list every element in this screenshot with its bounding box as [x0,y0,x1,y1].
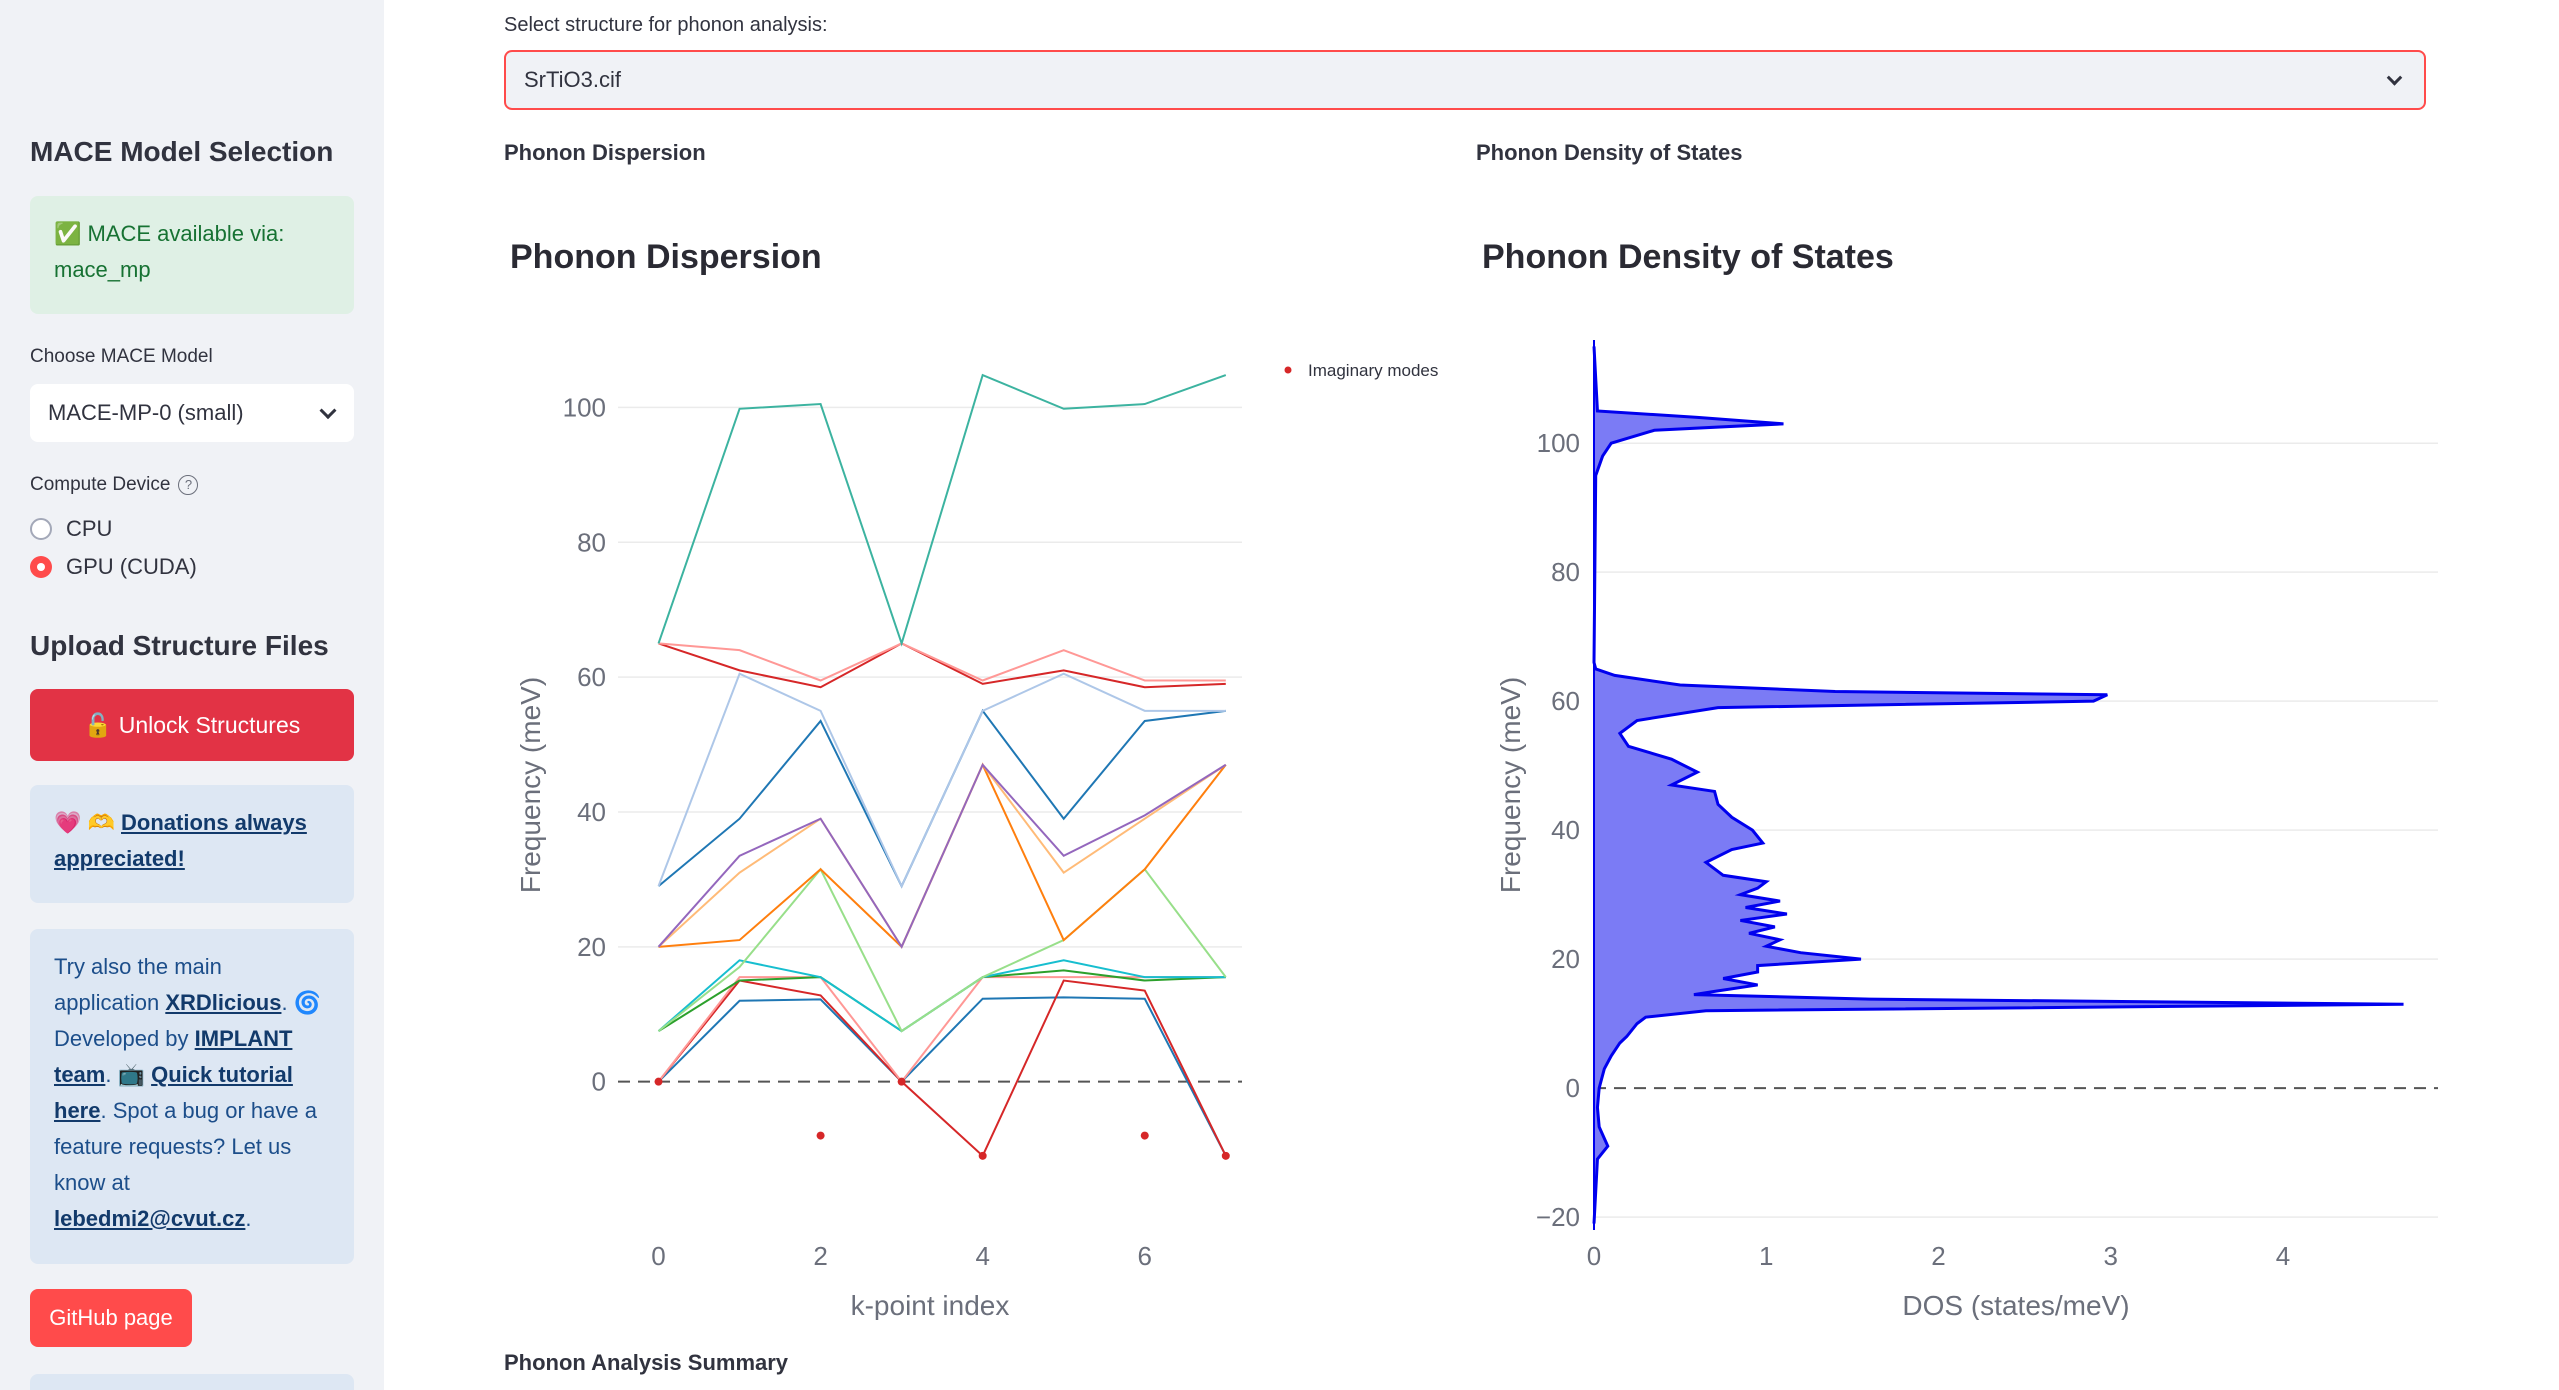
y-tick-label: 0 [592,1067,606,1097]
dispersion-branch [657,867,1227,1033]
device-option-label: CPU [66,516,113,541]
donation-link[interactable]: Donations always appreciated! [54,810,307,871]
dispersion-plot-title: Phonon Dispersion [510,238,822,276]
help-icon[interactable]: ? [178,474,199,495]
dispersion-branch [657,979,1227,1158]
email-link[interactable]: lebedmi2@cvut.cz [54,1206,246,1231]
dispersion-branch [658,642,1226,689]
dispersion-branch [657,976,1226,1084]
device-option-gpu[interactable]: GPU (CUDA) [30,554,197,580]
model-selection-heading: MACE Model Selection [30,136,334,167]
dispersion-branch [657,672,1226,889]
info-text: . 🌀 Developed by [54,990,322,1051]
y-tick-label: 40 [1551,815,1580,845]
summary-section-title: Phonon Analysis Summary [504,1350,789,1375]
y-tick-label: 60 [1551,686,1580,716]
x-axis-label: k-point index [851,1290,1010,1320]
y-tick-label: 100 [1537,428,1580,458]
x-tick-label: 6 [1138,1241,1152,1271]
imaginary-mode-point [816,1131,825,1140]
chevron-down-icon [319,402,337,420]
x-tick-label: 3 [2104,1241,2118,1271]
info-text: . Spot a bug or have a feature requests?… [54,1098,317,1195]
y-axis-label: Frequency (meV) [515,677,546,893]
y-tick-label: 80 [1551,557,1580,587]
y-tick-label: 60 [577,662,606,692]
imaginary-mode-point [1221,1151,1230,1160]
y-tick-label: 80 [577,527,606,557]
y-tick-label: −20 [1536,1202,1580,1232]
y-tick-label: 40 [577,797,606,827]
structure-select[interactable]: SrTiO3.cif [504,50,2426,110]
x-tick-label: 4 [975,1241,989,1271]
unlock-structures-button[interactable]: 🔓 Unlock Structures [30,689,354,761]
github-button[interactable]: GitHub page [30,1289,192,1347]
dos-plot-title: Phonon Density of States [1482,238,1894,276]
legend-label: Imaginary modes [1308,361,1438,380]
y-axis-label: Frequency (meV) [1495,677,1526,893]
x-tick-label: 2 [1931,1241,1945,1271]
chevron-down-icon [2386,70,2403,86]
dos-curve [1592,346,2404,1224]
implant-team-link[interactable]: IMPLANT team [54,1026,293,1087]
sidebar: MACE Model Selection ✅ MACE available vi… [0,0,384,1390]
x-tick-label: 0 [651,1241,665,1271]
dos-fill [1594,346,2404,1224]
dispersion-branch [657,959,1226,1033]
x-axis-label: DOS (states/meV) [1902,1290,2129,1320]
donation-alert: 💗 🫶 Donations always appreciated! [30,785,354,903]
upload-heading: Upload Structure Files [30,630,329,661]
radio-cpu[interactable] [30,518,52,540]
y-tick-label: 0 [1566,1073,1580,1103]
imaginary-mode-point [1140,1131,1149,1140]
compute-device-label-text: Compute Device [30,474,171,495]
info-text: . 📺 [105,1062,152,1087]
structure-select-value: SrTiO3.cif [524,67,621,92]
dispersion-branch [658,642,1226,682]
y-tick-label: 20 [577,932,606,962]
model-select[interactable]: MACE-MP-0 (small) [30,384,354,442]
xrdlicious-link[interactable]: XRDlicious [165,990,282,1015]
legend-marker [1284,366,1292,374]
device-option-cpu[interactable]: CPU [30,516,112,542]
mace-status-alert: ✅ MACE available via: mace_mp [30,196,354,314]
heart-icon: 💗 🫶 [54,810,122,835]
y-tick-label: 20 [1551,944,1580,974]
dos-section-title: Phonon Density of States [1476,140,1743,165]
device-option-label: GPU (CUDA) [66,554,197,579]
dispersion-branch [657,373,1227,647]
model-select-value: MACE-MP-0 (small) [48,400,244,425]
x-tick-label: 4 [2276,1241,2290,1271]
structure-select-label: Select structure for phonon analysis: [504,14,828,36]
sidebar-next-alert [30,1374,354,1390]
choose-model-label: Choose MACE Model [30,346,213,367]
imaginary-mode-point [978,1151,987,1160]
compute-device-label: Compute Device? [30,474,199,496]
x-tick-label: 2 [813,1241,827,1271]
dispersion-section-title: Phonon Dispersion [504,140,706,165]
dispersion-branch [657,762,1227,949]
info-text: Try also the main application [54,954,222,1015]
imaginary-mode-point [654,1077,663,1086]
imaginary-mode-point [897,1077,906,1086]
y-tick-label: 100 [563,392,606,422]
tutorial-link[interactable]: Quick tutorial here [54,1062,293,1123]
mace-status-text: ✅ MACE available via: mace_mp [54,221,285,282]
info-text: . [245,1206,252,1231]
radio-gpu[interactable] [30,556,52,578]
x-tick-label: 1 [1759,1241,1773,1271]
dispersion-chart[interactable]: 0 20 40 60 80 100 0 2 4 6 Imaginary modes Frequency… [500,330,1460,1320]
x-tick-label: 0 [1587,1241,1601,1271]
info-alert: Try also the main application XRDlicious… [30,929,354,1264]
dispersion-branch [657,996,1227,1157]
